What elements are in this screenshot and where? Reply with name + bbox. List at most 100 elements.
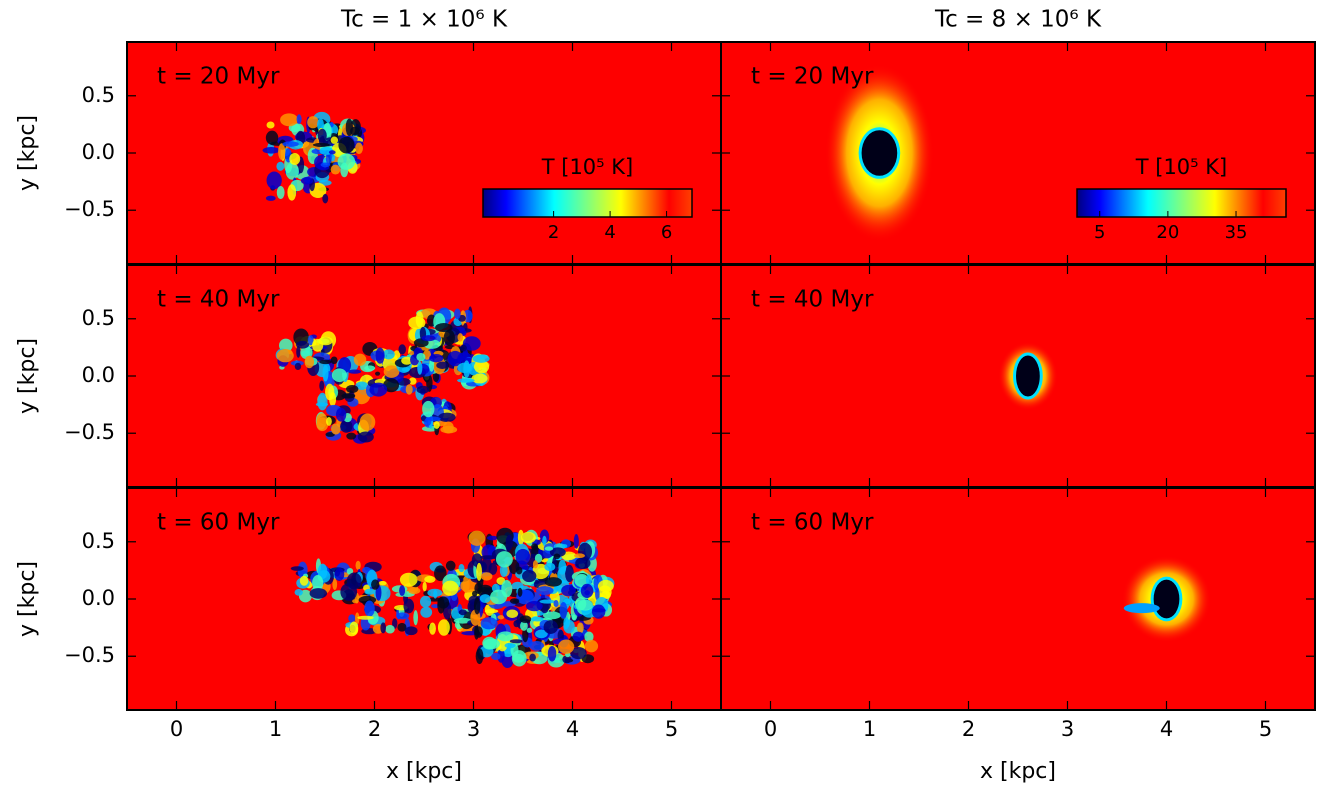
- gas-clump: [490, 589, 508, 605]
- gas-clump: [509, 598, 520, 604]
- y-tick-label: 0.0: [82, 363, 115, 387]
- gas-clump: [330, 136, 339, 144]
- gas-clump: [540, 601, 549, 614]
- gas-clump: [479, 594, 491, 603]
- gas-clump: [473, 359, 490, 374]
- y-axis-label: y [kpc]: [15, 338, 40, 414]
- heatmap-structures: [290, 527, 615, 668]
- gas-clump: [563, 598, 572, 605]
- gas-clump: [330, 356, 338, 365]
- gas-clump: [584, 631, 594, 643]
- gas-clump: [475, 648, 484, 665]
- gas-clump: [542, 611, 561, 620]
- gas-clump: [558, 639, 575, 654]
- gas-clump: [335, 407, 347, 422]
- gas-clump: [424, 575, 436, 583]
- gas-clump: [532, 560, 538, 569]
- gas-clump: [561, 584, 576, 597]
- gas-clump: [338, 136, 355, 154]
- y-tick-label: 0.5: [82, 306, 115, 330]
- gas-clump: [553, 553, 561, 560]
- gas-clump: [369, 382, 388, 397]
- panel: t = 40 Myr: [720, 264, 1316, 488]
- gas-clump: [468, 530, 486, 546]
- gas-clump: [347, 369, 362, 374]
- heatmap-background: [721, 42, 1315, 264]
- gas-clump: [505, 534, 513, 551]
- gas-clump: [457, 333, 464, 342]
- colorbar-label: T [10⁵ K]: [1135, 155, 1227, 179]
- gas-clump: [262, 146, 280, 154]
- gas-clump: [396, 612, 410, 620]
- cold-tail: [1123, 603, 1160, 614]
- gas-clump: [517, 529, 524, 546]
- gas-clump: [442, 580, 459, 596]
- gas-clump: [357, 431, 374, 443]
- cold-core: [1016, 355, 1040, 397]
- time-label: t = 60 Myr: [751, 510, 874, 536]
- gas-clump: [349, 621, 359, 635]
- gas-clump: [266, 171, 282, 190]
- colorbar: [1076, 188, 1287, 218]
- gas-clump: [445, 560, 456, 571]
- gas-clump: [520, 620, 528, 631]
- gas-clump: [282, 141, 299, 147]
- gas-clump: [419, 595, 432, 608]
- gas-clump: [576, 622, 584, 634]
- gas-clump: [509, 639, 523, 644]
- gas-clump: [404, 626, 418, 636]
- gas-clump: [413, 610, 418, 626]
- gas-clump: [544, 562, 556, 572]
- gas-clump: [355, 560, 361, 570]
- x-tick-label: 3: [1061, 717, 1074, 741]
- gas-clump: [595, 587, 600, 601]
- gas-clump: [529, 653, 536, 662]
- gas-clump: [289, 152, 301, 165]
- gas-clump: [375, 347, 385, 364]
- gas-clump: [574, 573, 589, 588]
- gas-clump: [487, 535, 498, 541]
- gas-clump: [380, 622, 386, 634]
- y-tick-label: 0.5: [82, 83, 115, 107]
- gas-clump: [364, 588, 376, 595]
- gas-clump: [570, 646, 587, 660]
- x-tick-label: 3: [467, 717, 480, 741]
- gas-clump: [553, 599, 559, 608]
- gas-clump: [304, 355, 315, 369]
- gas-clump: [346, 572, 362, 590]
- x-axis-label: x [kpc]: [980, 759, 1056, 784]
- gas-clump: [495, 551, 513, 568]
- gas-clump: [278, 143, 286, 160]
- gas-clump: [398, 344, 406, 355]
- gas-clump: [534, 553, 543, 563]
- heatmap-structures: [275, 306, 490, 444]
- x-tick-label: 1: [863, 717, 876, 741]
- gas-clump: [435, 323, 453, 333]
- gas-clump: [580, 583, 594, 598]
- gas-clump: [536, 586, 554, 596]
- gas-clump: [531, 543, 538, 551]
- gas-clump: [549, 547, 566, 558]
- gas-clump: [480, 617, 498, 630]
- gas-clump: [326, 416, 332, 426]
- gas-clump: [539, 599, 556, 604]
- gas-clump: [397, 622, 407, 632]
- gas-clump: [515, 566, 523, 575]
- gas-clump: [375, 371, 381, 376]
- gas-clump: [312, 338, 324, 352]
- time-label: t = 40 Myr: [751, 287, 874, 313]
- colorbar-tick-label: 35: [1225, 222, 1248, 243]
- gas-clump: [290, 566, 304, 571]
- gas-clump: [285, 162, 299, 180]
- gas-clump: [364, 365, 376, 371]
- gas-clump: [457, 378, 475, 383]
- gas-clump: [294, 589, 303, 596]
- gas-clump: [422, 400, 435, 418]
- gas-clump: [429, 354, 444, 363]
- gas-clump: [459, 344, 467, 352]
- gas-clump: [436, 361, 449, 369]
- gas-clump: [276, 185, 285, 200]
- gas-clump: [442, 421, 454, 434]
- gas-clump: [399, 572, 418, 587]
- gas-clump: [405, 384, 413, 395]
